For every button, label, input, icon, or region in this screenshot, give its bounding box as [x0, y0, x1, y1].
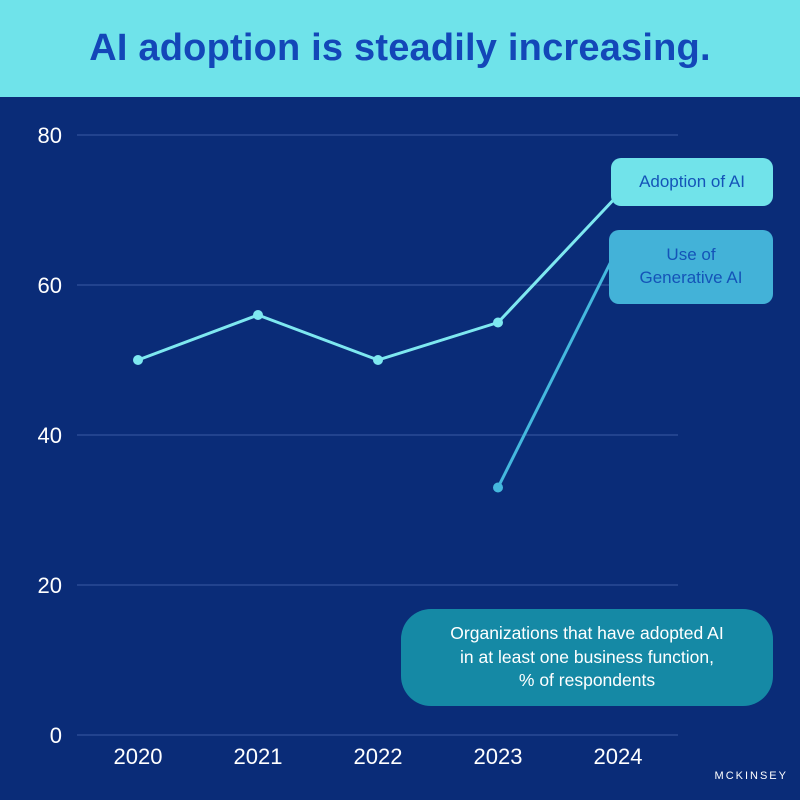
x-tick-label: 2023 [474, 744, 523, 769]
chart-title: AI adoption is steadily increasing. [89, 27, 711, 69]
source-label: MCKINSEY [714, 770, 788, 782]
x-tick-label: 2021 [234, 744, 283, 769]
series-line-adoption [136, 193, 620, 362]
data-point-adoption [253, 310, 263, 320]
data-points [133, 310, 503, 493]
y-tick-label: 0 [50, 723, 62, 748]
y-axis-ticks: 0 20 40 60 80 [38, 123, 62, 748]
series-label-genai: Use of Generative AI [609, 230, 773, 304]
title-banner: AI adoption is steadily increasing. [0, 0, 800, 97]
x-tick-label: 2022 [354, 744, 403, 769]
x-tick-label: 2024 [594, 744, 643, 769]
data-point-adoption [133, 355, 143, 365]
x-axis-ticks: 2020 2021 2022 2023 2024 [114, 744, 643, 769]
data-point-adoption [493, 317, 503, 328]
y-tick-label: 80 [38, 123, 62, 148]
data-point-genai [493, 482, 503, 493]
y-tick-label: 60 [38, 273, 62, 298]
y-tick-label: 40 [38, 423, 62, 448]
gridlines [77, 134, 678, 736]
series-line-genai [496, 246, 620, 489]
series-label-adoption: Adoption of AI [611, 158, 773, 206]
series-lines [136, 193, 620, 489]
series-label-adoption-text: Adoption of AI [639, 171, 745, 191]
series-label-genai-text: Use of Generative AI [639, 245, 743, 287]
y-tick-label: 20 [38, 573, 62, 598]
x-tick-label: 2020 [114, 744, 163, 769]
chart-note: Organizations that have adopted AI in at… [401, 609, 773, 706]
data-point-adoption [373, 355, 383, 365]
